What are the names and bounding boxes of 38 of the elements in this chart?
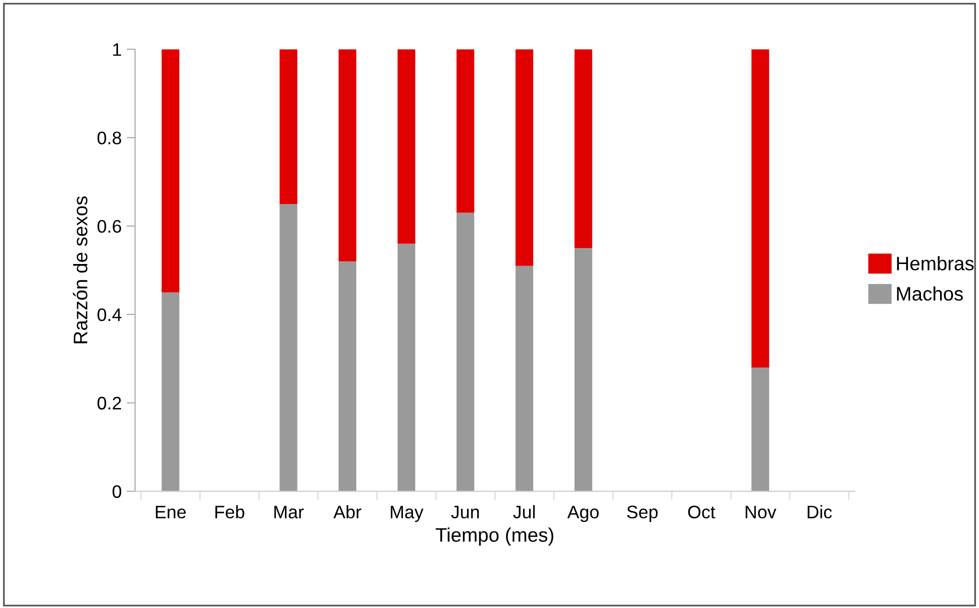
- bar: [751, 49, 770, 368]
- bar: [162, 49, 180, 292]
- x-tick-label: Nov: [746, 506, 776, 518]
- bar: [574, 49, 592, 248]
- bar: [751, 368, 770, 492]
- y-tick-label: 0: [112, 485, 122, 498]
- y-tick-label: 0.2: [98, 396, 122, 410]
- bar: [516, 49, 534, 266]
- bar: [398, 244, 416, 492]
- x-tick-label: Ene: [156, 506, 186, 518]
- x-axis-title: Tiempo (mes): [436, 528, 554, 546]
- bar: [338, 49, 356, 262]
- y-tick-label: 1: [113, 43, 122, 56]
- x-tick-label: Ago: [567, 506, 599, 522]
- bar: [162, 292, 180, 492]
- x-tick-label: Mar: [274, 506, 304, 518]
- x-tick-label: Jul: [513, 505, 535, 518]
- x-tick-label: Sep: [627, 506, 658, 522]
- y-axis-title: Razzón de sexos: [72, 196, 88, 344]
- x-tick-label: Jun: [451, 506, 479, 518]
- x-tick-label: Oct: [688, 506, 716, 518]
- bar: [280, 49, 298, 204]
- x-tick-label: May: [390, 506, 424, 522]
- x-tick-label: Feb: [215, 505, 244, 518]
- bar: [280, 204, 298, 492]
- bar: [574, 248, 592, 492]
- x-tick-label: Abr: [333, 505, 362, 518]
- bar: [516, 266, 534, 492]
- bar: [398, 49, 416, 244]
- y-tick-label: 0.8: [98, 132, 122, 144]
- y-tick-label: 0.4: [98, 308, 122, 322]
- bar: [456, 49, 474, 213]
- y-tick-label: 0.6: [98, 220, 122, 233]
- bar: [456, 212, 474, 492]
- x-tick-label: Dic: [808, 505, 832, 518]
- bar: [338, 261, 356, 492]
- legend-label: Hembras: [897, 256, 974, 270]
- legend-label: Machos: [897, 286, 963, 301]
